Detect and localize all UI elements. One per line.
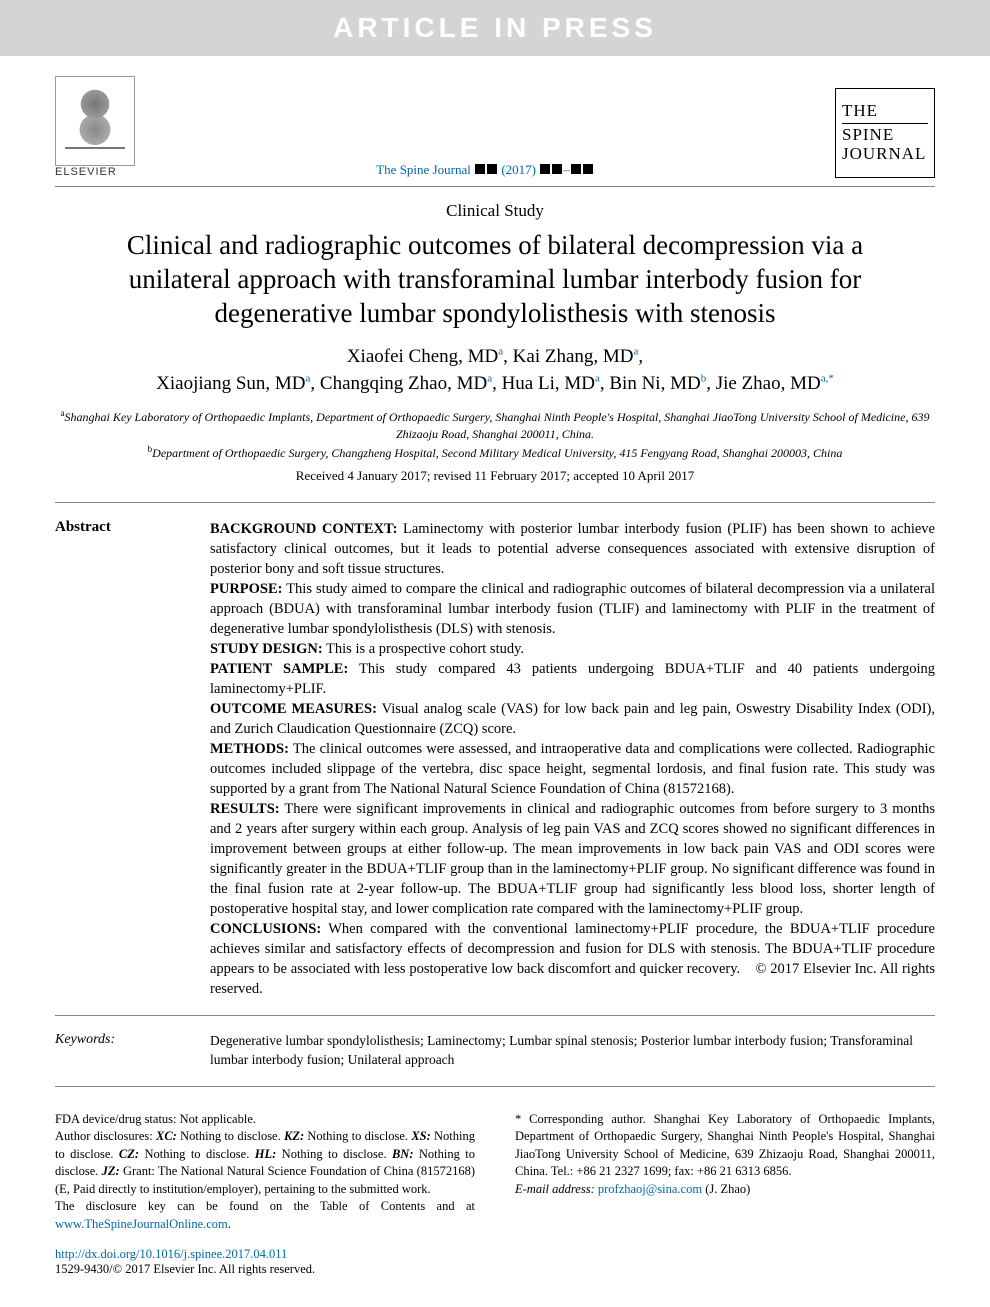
journal-citation-prefix: The Spine Journal	[376, 162, 471, 177]
disclosure-link[interactable]: www.TheSpineJournalOnline.com	[55, 1217, 228, 1231]
author: Xiaojiang Sun, MDa	[156, 373, 310, 394]
author: Xiaofei Cheng, MDa	[347, 346, 503, 367]
elsevier-tree-logo	[55, 76, 135, 166]
author: Changqing Zhao, MDa	[320, 373, 492, 394]
abstract-label: Abstract	[55, 519, 180, 999]
placeholder-icon	[487, 164, 497, 174]
keywords-block: Keywords: Degenerative lumbar spondyloli…	[55, 1020, 935, 1087]
keywords-label: Keywords:	[55, 1032, 180, 1070]
author: Kai Zhang, MDa	[513, 346, 639, 367]
author-disclosures: Author disclosures: XC: Nothing to discl…	[55, 1128, 475, 1198]
affiliation-a: aShanghai Key Laboratory of Orthopaedic …	[55, 407, 935, 443]
issn-copyright: 1529-9430/© 2017 Elsevier Inc. All right…	[55, 1262, 935, 1277]
authors-list: Xiaofei Cheng, MDa, Kai Zhang, MDa,Xiaoj…	[55, 344, 935, 397]
abstract-heading-results: RESULTS:	[210, 801, 280, 817]
abstract-heading-patient-sample: PATIENT SAMPLE:	[210, 661, 348, 677]
fda-status: FDA device/drug status: Not applicable.	[55, 1111, 475, 1129]
journal-logo-line2: SPINE	[842, 126, 928, 145]
journal-logo-line1: THE	[842, 102, 928, 124]
placeholder-icon	[571, 164, 581, 174]
journal-logo: THE SPINE JOURNAL	[835, 88, 935, 178]
email-suffix: (J. Zhao)	[702, 1182, 750, 1196]
journal-citation: The Spine Journal (2017) –	[376, 162, 594, 178]
footer-left-column: FDA device/drug status: Not applicable. …	[55, 1111, 475, 1234]
placeholder-icon	[540, 164, 550, 174]
author: Hua Li, MDa	[502, 373, 600, 394]
author: Jie Zhao, MDa,*	[716, 373, 834, 394]
journal-citation-year: (2017)	[501, 162, 536, 177]
header-rule	[55, 186, 935, 187]
email-label: E-mail address:	[515, 1182, 598, 1196]
author: Bin Ni, MDb	[609, 373, 706, 394]
abstract-heading-methods: METHODS:	[210, 741, 289, 757]
disclosure-key-note: The disclosure key can be found on the T…	[55, 1198, 475, 1233]
affiliation-b: bDepartment of Orthopaedic Surgery, Chan…	[55, 443, 935, 462]
journal-logo-line3: JOURNAL	[842, 145, 928, 164]
abstract-heading-background: BACKGROUND CONTEXT:	[210, 521, 397, 537]
article-in-press-banner: ARTICLE IN PRESS	[0, 0, 990, 56]
publisher-logo: ELSEVIER	[55, 76, 135, 178]
header-row: ELSEVIER The Spine Journal (2017) – THE …	[55, 76, 935, 178]
footer-right-column: * Corresponding author. Shanghai Key Lab…	[515, 1111, 935, 1234]
placeholder-icon	[552, 164, 562, 174]
placeholder-icon	[475, 164, 485, 174]
abstract-text-results: There were significant improvements in c…	[210, 801, 935, 917]
article-dates: Received 4 January 2017; revised 11 Febr…	[55, 468, 935, 484]
corresponding-email-line: E-mail address: profzhaoj@sina.com (J. Z…	[515, 1181, 935, 1199]
abstract-heading-study-design: STUDY DESIGN:	[210, 641, 323, 657]
placeholder-icon	[583, 164, 593, 174]
doi-block: http://dx.doi.org/10.1016/j.spinee.2017.…	[55, 1247, 935, 1277]
abstract-text-purpose: This study aimed to compare the clinical…	[210, 581, 935, 637]
footer-columns: FDA device/drug status: Not applicable. …	[55, 1111, 935, 1234]
keywords-text: Degenerative lumbar spondylolisthesis; L…	[210, 1032, 935, 1070]
abstract-body: BACKGROUND CONTEXT: Laminectomy with pos…	[210, 519, 935, 999]
corresponding-author: * Corresponding author. Shanghai Key Lab…	[515, 1111, 935, 1181]
article-type: Clinical Study	[55, 201, 935, 221]
affiliations: aShanghai Key Laboratory of Orthopaedic …	[55, 407, 935, 461]
article-title: Clinical and radiographic outcomes of bi…	[75, 229, 915, 330]
abstract-heading-conclusions: CONCLUSIONS:	[210, 921, 321, 937]
abstract-block: Abstract BACKGROUND CONTEXT: Laminectomy…	[55, 502, 935, 1016]
doi-link[interactable]: http://dx.doi.org/10.1016/j.spinee.2017.…	[55, 1247, 287, 1261]
elsevier-tree-icon	[65, 89, 125, 149]
abstract-text-study-design: This is a prospective cohort study.	[326, 641, 524, 657]
abstract-heading-outcome-measures: OUTCOME MEASURES:	[210, 701, 377, 717]
abstract-text-methods: The clinical outcomes were assessed, and…	[210, 741, 935, 797]
publisher-name: ELSEVIER	[55, 166, 135, 178]
abstract-heading-purpose: PURPOSE:	[210, 581, 283, 597]
corresponding-email-link[interactable]: profzhaoj@sina.com	[598, 1182, 702, 1196]
page-content: ELSEVIER The Spine Journal (2017) – THE …	[0, 56, 990, 1307]
